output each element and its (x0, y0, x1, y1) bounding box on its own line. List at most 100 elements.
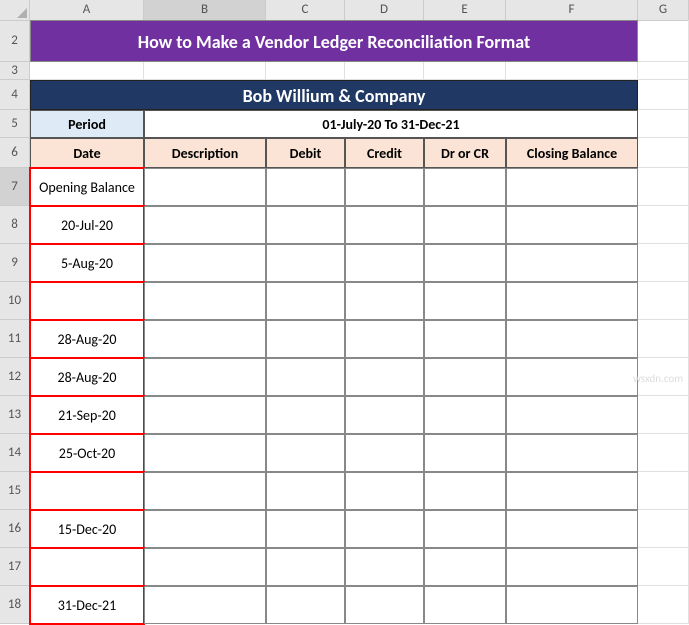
cell-drcr-10[interactable] (424, 282, 506, 320)
cell-desc-14[interactable] (144, 434, 266, 472)
col-header-C[interactable]: C (266, 0, 345, 21)
row-header-12[interactable]: 12 (0, 358, 30, 396)
cell-H18[interactable] (638, 586, 689, 624)
cell-closing-14[interactable] (506, 434, 638, 472)
cell-closing-12[interactable] (506, 358, 638, 396)
row-header-3[interactable]: 3 (0, 62, 30, 80)
cell-drcr-7[interactable] (424, 168, 506, 206)
cell-H16[interactable] (638, 510, 689, 548)
cell-H5[interactable] (638, 110, 689, 138)
cell-H3[interactable] (638, 62, 689, 80)
row-header-8[interactable]: 8 (0, 206, 30, 244)
cell-debit-15[interactable] (266, 472, 345, 510)
cell-E3[interactable] (345, 62, 424, 80)
cell-drcr-8[interactable] (424, 206, 506, 244)
cell-credit-17[interactable] (345, 548, 424, 586)
cell-closing-15[interactable] (506, 472, 638, 510)
cell-H7[interactable] (638, 168, 689, 206)
cell-debit-12[interactable] (266, 358, 345, 396)
cell-date-18[interactable]: 31-Dec-21 (30, 586, 144, 624)
cell-date-15[interactable] (30, 472, 144, 510)
cell-closing-10[interactable] (506, 282, 638, 320)
cell-date-14[interactable]: 25-Oct-20 (30, 434, 144, 472)
cell-drcr-18[interactable] (424, 586, 506, 624)
cell-credit-16[interactable] (345, 510, 424, 548)
cell-closing-16[interactable] (506, 510, 638, 548)
cell-H15[interactable] (638, 472, 689, 510)
cell-closing-11[interactable] (506, 320, 638, 358)
col-header-F[interactable]: F (506, 0, 638, 21)
cell-debit-16[interactable] (266, 510, 345, 548)
cell-drcr-12[interactable] (424, 358, 506, 396)
row-header-10[interactable]: 10 (0, 282, 30, 320)
cell-H12[interactable] (638, 358, 689, 396)
cell-date-12[interactable]: 28-Aug-20 (30, 358, 144, 396)
cell-drcr-9[interactable] (424, 244, 506, 282)
cell-credit-15[interactable] (345, 472, 424, 510)
cell-credit-12[interactable] (345, 358, 424, 396)
cell-debit-13[interactable] (266, 396, 345, 434)
cell-H6[interactable] (638, 138, 689, 168)
cell-drcr-13[interactable] (424, 396, 506, 434)
cell-drcr-16[interactable] (424, 510, 506, 548)
cell-date-11[interactable]: 28-Aug-20 (30, 320, 144, 358)
period-label-cell[interactable]: Period (30, 110, 144, 138)
cell-credit-8[interactable] (345, 206, 424, 244)
cell-H4[interactable] (638, 80, 689, 110)
cell-date-16[interactable]: 15-Dec-20 (30, 510, 144, 548)
row-header-16[interactable]: 16 (0, 510, 30, 548)
cell-drcr-17[interactable] (424, 548, 506, 586)
col-header-A[interactable]: A (30, 0, 144, 21)
cell-date-7[interactable]: Opening Balance (30, 168, 144, 206)
cell-desc-15[interactable] (144, 472, 266, 510)
cell-F3[interactable] (424, 62, 506, 80)
col-header-E[interactable]: E (424, 0, 506, 21)
col-header-G[interactable]: G (638, 0, 689, 21)
cell-credit-11[interactable] (345, 320, 424, 358)
cell-date-17[interactable] (30, 548, 144, 586)
cell-credit-13[interactable] (345, 396, 424, 434)
cell-credit-14[interactable] (345, 434, 424, 472)
select-all-corner[interactable] (0, 0, 30, 21)
cell-date-10[interactable] (30, 282, 144, 320)
cell-desc-13[interactable] (144, 396, 266, 434)
cell-closing-7[interactable] (506, 168, 638, 206)
cell-desc-18[interactable] (144, 586, 266, 624)
cell-credit-7[interactable] (345, 168, 424, 206)
row-header-15[interactable]: 15 (0, 472, 30, 510)
header-credit[interactable]: Credit (345, 138, 424, 168)
cell-desc-10[interactable] (144, 282, 266, 320)
row-header-17[interactable]: 17 (0, 548, 30, 586)
cell-debit-18[interactable] (266, 586, 345, 624)
row-header-6[interactable]: 6 (0, 138, 30, 168)
cell-closing-8[interactable] (506, 206, 638, 244)
cell-H17[interactable] (638, 548, 689, 586)
cell-desc-17[interactable] (144, 548, 266, 586)
row-header-13[interactable]: 13 (0, 396, 30, 434)
header-date[interactable]: Date (30, 138, 144, 168)
row-header-9[interactable]: 9 (0, 244, 30, 282)
cell-closing-9[interactable] (506, 244, 638, 282)
cell-debit-8[interactable] (266, 206, 345, 244)
cell-debit-14[interactable] (266, 434, 345, 472)
cell-H13[interactable] (638, 396, 689, 434)
cell-G3[interactable] (506, 62, 638, 80)
cell-desc-11[interactable] (144, 320, 266, 358)
cell-desc-16[interactable] (144, 510, 266, 548)
cell-desc-8[interactable] (144, 206, 266, 244)
cell-debit-9[interactable] (266, 244, 345, 282)
header-debit[interactable]: Debit (266, 138, 345, 168)
cell-date-13[interactable]: 21-Sep-20 (30, 396, 144, 434)
cell-H9[interactable] (638, 244, 689, 282)
cell-drcr-14[interactable] (424, 434, 506, 472)
cell-H14[interactable] (638, 434, 689, 472)
cell-date-8[interactable]: 20-Jul-20 (30, 206, 144, 244)
cell-debit-7[interactable] (266, 168, 345, 206)
row-header-18[interactable]: 18 (0, 586, 30, 624)
period-value-cell[interactable]: 01-July-20 To 31-Dec-21 (144, 110, 638, 138)
cell-credit-10[interactable] (345, 282, 424, 320)
cell-drcr-11[interactable] (424, 320, 506, 358)
cell-credit-9[interactable] (345, 244, 424, 282)
row-header-5[interactable]: 5 (0, 110, 30, 138)
row-header-14[interactable]: 14 (0, 434, 30, 472)
